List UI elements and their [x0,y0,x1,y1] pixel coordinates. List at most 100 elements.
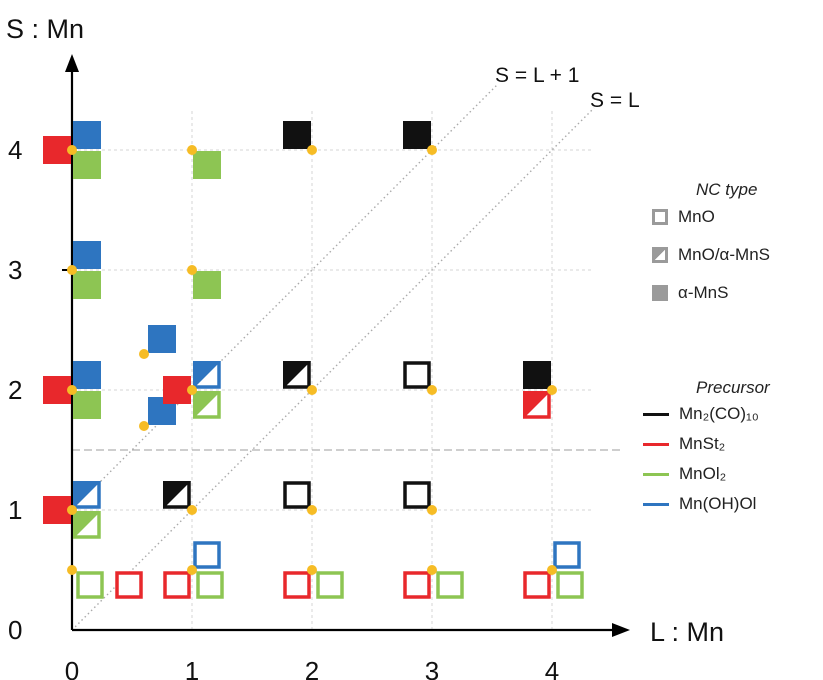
data-marker-half [163,481,191,509]
marker-fill [43,496,71,524]
data-marker-half [73,511,101,539]
nc-legend-swatch [652,247,668,263]
marker-outline [193,541,221,569]
marker-fill [148,325,176,353]
marker-fill [43,136,71,164]
sample-dot [427,505,437,515]
data-marker-open [553,541,581,569]
marker-outline [403,481,431,509]
sample-dot [307,145,317,155]
data-marker-filled [73,151,101,179]
x-tick-label: 1 [185,656,199,680]
data-marker-open [196,571,224,599]
marker-half-fill [163,481,191,509]
nc-legend-item: MnO/α-MnS [652,245,770,265]
diagonal-label: S = L + 1 [495,64,579,87]
sample-dot [307,505,317,515]
marker-outline [403,571,431,599]
data-markers [43,121,584,599]
nc-legend-item: MnO [652,207,715,227]
y-axis-label: S : Mn [6,14,84,44]
data-marker-filled [43,376,71,404]
data-marker-open [523,571,551,599]
data-marker-open [436,571,464,599]
precursor-legend-label: MnSt₂ [679,434,726,453]
marker-fill [523,361,551,389]
nc-legend-label: α-MnS [678,283,729,302]
data-marker-filled [73,361,101,389]
marker-outline [283,481,311,509]
nc-legend-label: MnO/α-MnS [678,245,771,264]
marker-fill [403,121,431,149]
marker-fill [73,121,101,149]
marker-outline [436,571,464,599]
diagonal-label: S = L [590,89,640,112]
marker-fill [193,271,221,299]
marker-half-fill [283,361,311,389]
precursor-legend-item: Mn(OH)Ol [643,494,756,514]
diagonal-s-eq-l [71,107,595,631]
y-tick-label: 2 [8,375,22,405]
data-marker-filled [193,151,221,179]
data-marker-open [403,361,431,389]
marker-outline [196,571,224,599]
data-marker-half [73,481,101,509]
data-marker-open [403,481,431,509]
data-marker-filled [73,391,101,419]
data-marker-open [193,541,221,569]
marker-outline [403,361,431,389]
marker-fill [73,361,101,389]
marker-outline [316,571,344,599]
data-marker-filled [148,325,176,353]
precursor-legend-swatch [643,472,669,476]
sample-dots [67,145,557,575]
data-marker-open [556,571,584,599]
nc-legend-swatch [652,209,668,225]
marker-outline [523,571,551,599]
marker-half-fill [193,391,221,419]
marker-half-fill [73,481,101,509]
sample-dot [427,385,437,395]
sample-dot [67,265,77,275]
data-marker-open [283,481,311,509]
y-tick-label: 1 [8,495,22,525]
marker-fill [73,391,101,419]
data-marker-filled [73,271,101,299]
axes [62,54,630,637]
data-marker-filled [73,241,101,269]
data-marker-open [163,571,191,599]
marker-fill [43,376,71,404]
x-tick-label: 2 [305,656,319,680]
sample-dot [67,565,77,575]
sample-dot [139,349,149,359]
marker-outline [553,541,581,569]
x-tick-label: 4 [545,656,559,680]
sample-dot [307,385,317,395]
data-marker-half [193,391,221,419]
data-marker-open [76,571,104,599]
marker-half-fill [193,361,221,389]
data-marker-half [283,361,311,389]
diagonal-lines [71,83,595,631]
data-marker-filled [163,376,191,404]
diagonal-s-eq-l-plus-1 [71,83,499,511]
data-marker-open [115,571,143,599]
sample-dot [67,505,77,515]
sample-dot [67,145,77,155]
axis-labels: S = L + 1 S = L 0 1 2 3 4 0 1 2 3 4 S : Mn L : Mn [6,14,724,680]
precursor-legend-swatch [643,502,669,506]
marker-half-fill [523,391,551,419]
nc-type-legend-title: NC type [696,180,758,199]
data-marker-open [403,571,431,599]
data-marker-open [283,571,311,599]
data-marker-filled [73,121,101,149]
sample-dot [187,565,197,575]
sample-dot [547,385,557,395]
x-tick-label: 0 [65,656,79,680]
nc-legend-item: α-MnS [652,283,728,303]
precursor-legend-label: MnOl₂ [679,464,727,483]
marker-fill [163,376,191,404]
precursor-legend-title: Precursor [696,378,770,397]
precursor-legend-swatch [643,442,669,446]
marker-fill [73,241,101,269]
